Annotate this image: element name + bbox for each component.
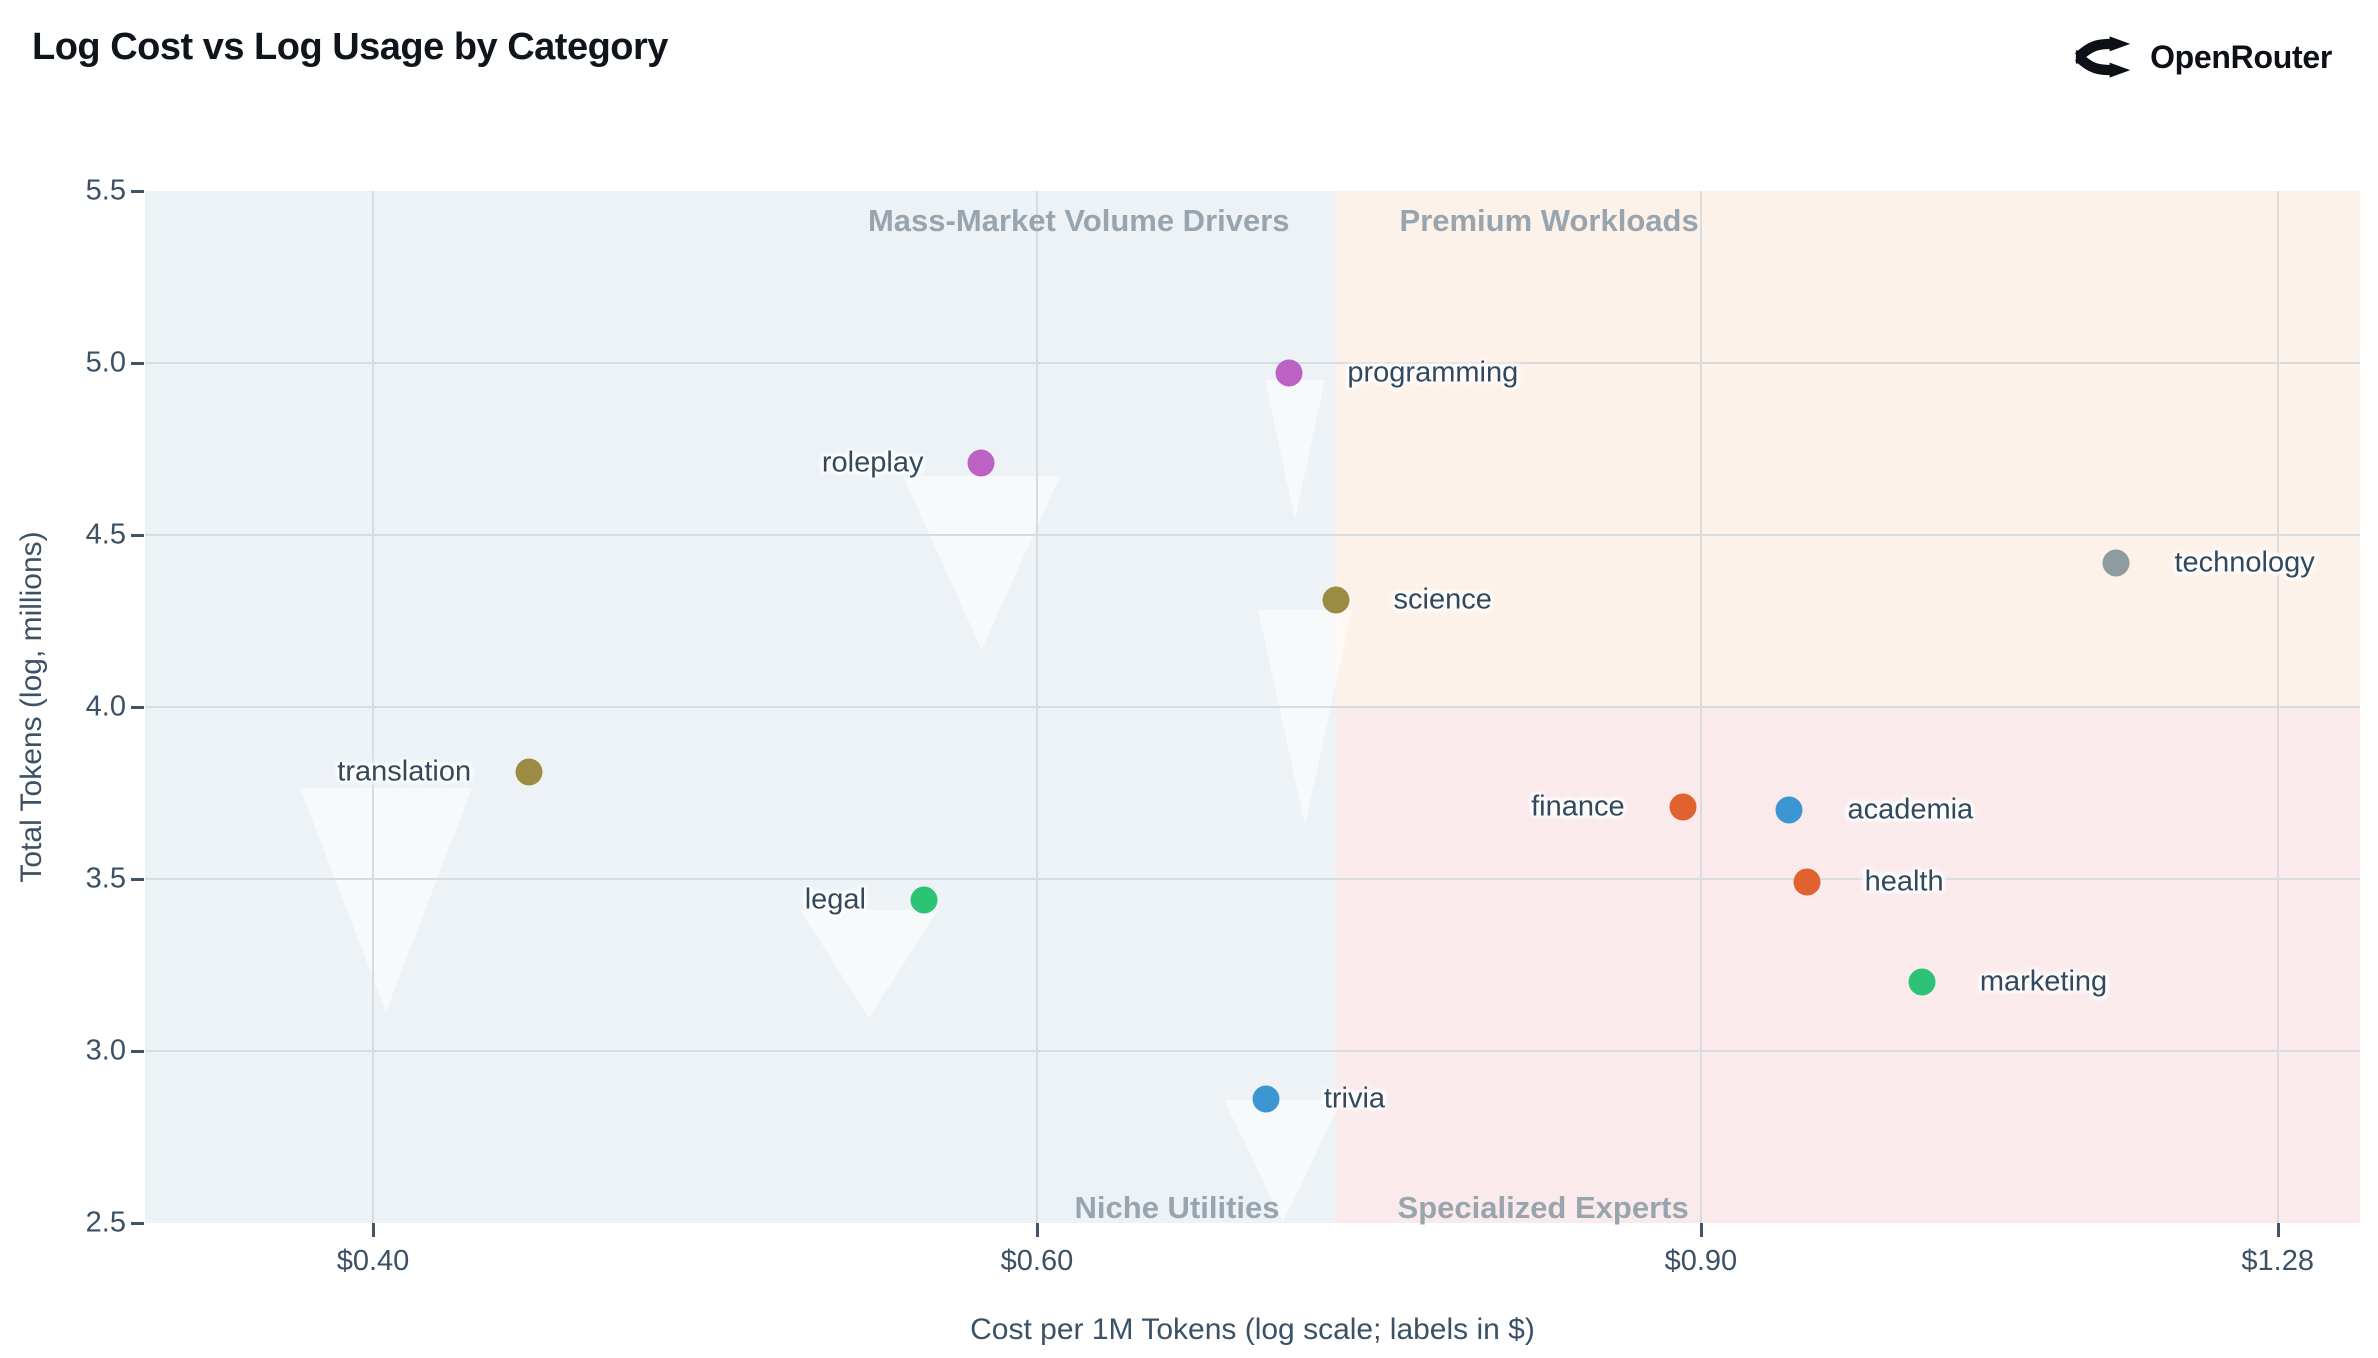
- y-tick-mark: [131, 362, 144, 365]
- quadrant-top-right: [1335, 191, 2360, 707]
- point-label-legal: legal: [804, 883, 866, 916]
- y-tick-mark: [131, 534, 144, 537]
- x-tick-label: $1.28: [2241, 1245, 2314, 1277]
- y-tick-label: 4.5: [85, 518, 126, 551]
- x-tick-label: $0.90: [1664, 1245, 1738, 1277]
- point-roleplay: [967, 449, 995, 477]
- point-translation: [515, 758, 543, 786]
- point-label-trivia: trivia: [1323, 1082, 1386, 1115]
- y-gridline: [145, 362, 2360, 364]
- quadrant-bottom-left: [145, 707, 1336, 1223]
- y-gridline: [145, 706, 2360, 708]
- y-gridline: [145, 1050, 2360, 1052]
- point-academia: [1775, 796, 1803, 824]
- point-legal: [910, 886, 938, 914]
- quadrant-label-bottom-left: Niche Utilities: [1074, 1190, 1280, 1225]
- quadrant-label-top-left: Mass-Market Volume Drivers: [867, 203, 1290, 238]
- point-label-science: science: [1393, 583, 1492, 616]
- y-gridline: [145, 534, 2360, 536]
- y-tick-mark: [131, 878, 144, 881]
- y-tick-label: 5.5: [85, 174, 126, 207]
- point-label-finance: finance: [1531, 790, 1625, 823]
- point-label-roleplay: roleplay: [821, 446, 924, 479]
- y-tick-label: 3.0: [85, 1034, 126, 1067]
- point-marketing: [1908, 968, 1936, 996]
- point-label-health: health: [1864, 865, 1944, 898]
- x-gridline: [1035, 191, 1038, 1223]
- y-tick-label: 4.0: [85, 690, 126, 723]
- x-gridline: [372, 191, 375, 1223]
- y-tick-mark: [131, 190, 144, 193]
- brand-logo: OpenRouter: [2074, 36, 2332, 78]
- x-gridline: [2276, 191, 2279, 1223]
- page-title: Log Cost vs Log Usage by Category: [32, 26, 668, 68]
- point-label-translation: translation: [337, 755, 472, 788]
- y-tick-label: 3.5: [85, 862, 126, 895]
- openrouter-icon: [2074, 36, 2134, 78]
- x-gridline: [1699, 191, 1702, 1223]
- x-tick-mark: [1035, 1223, 1039, 1237]
- point-label-academia: academia: [1847, 793, 1974, 826]
- point-programming: [1275, 359, 1303, 387]
- x-tick-label: $0.60: [1000, 1245, 1074, 1277]
- point-label-programming: programming: [1347, 356, 1519, 389]
- quadrant-label-top-right: Premium Workloads: [1399, 203, 1699, 238]
- point-label-technology: technology: [2174, 546, 2315, 579]
- y-tick-mark: [131, 1222, 144, 1225]
- brand-name: OpenRouter: [2150, 38, 2332, 75]
- y-tick-label: 2.5: [85, 1206, 126, 1239]
- point-technology: [2102, 549, 2130, 577]
- y-tick-mark: [131, 706, 144, 709]
- quadrant-top-left: [145, 191, 1336, 707]
- x-tick-mark: [372, 1223, 376, 1237]
- point-health: [1793, 868, 1821, 896]
- quadrant-bottom-right: [1335, 707, 2360, 1223]
- y-tick-mark: [131, 1050, 144, 1053]
- point-science: [1322, 586, 1350, 614]
- quadrant-label-bottom-right: Specialized Experts: [1397, 1190, 1689, 1225]
- y-gridline: [145, 878, 2360, 880]
- x-tick-label: $0.40: [336, 1245, 410, 1277]
- x-tick-mark: [2276, 1223, 2280, 1237]
- point-label-marketing: marketing: [1979, 965, 2108, 998]
- y-tick-label: 5.0: [85, 346, 126, 379]
- x-axis-title: Cost per 1M Tokens (log scale; labels in…: [970, 1313, 1535, 1346]
- point-trivia: [1252, 1085, 1280, 1113]
- point-finance: [1669, 793, 1697, 821]
- x-tick-mark: [1699, 1223, 1703, 1237]
